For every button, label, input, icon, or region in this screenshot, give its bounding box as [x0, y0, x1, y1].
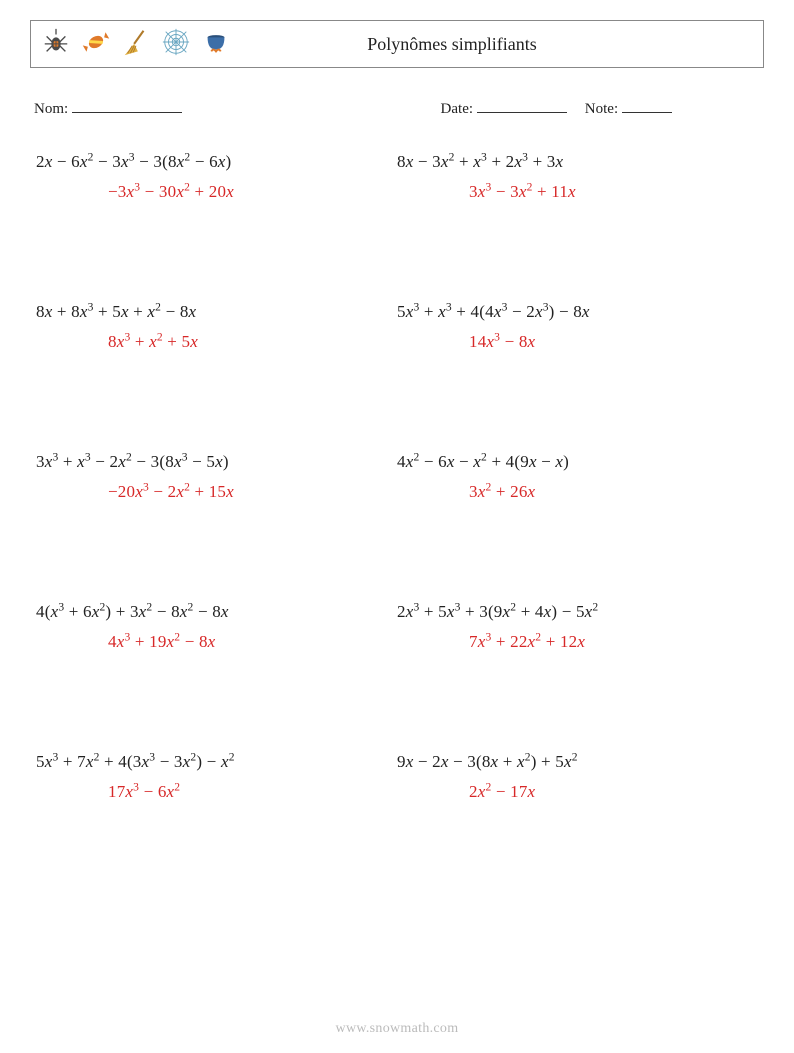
problem: 3x3 + x3 − 2x2 − 3(8x3 − 5x) −20x3 − 2x2 …: [36, 452, 397, 502]
problem: 4(x3 + 6x2) + 3x2 − 8x2 − 8x 4x3 + 19x2 −…: [36, 602, 397, 652]
name-label: Nom:: [34, 101, 68, 117]
problem-row: 2x − 6x2 − 3x3 − 3(8x2 − 6x) −3x3 − 30x2 …: [36, 152, 758, 202]
problem-answer: 17x3 − 6x2: [36, 782, 377, 802]
problem-row: 5x3 + 7x2 + 4(3x3 − 3x2) − x2 17x3 − 6x2 9…: [36, 752, 758, 802]
problem: 2x − 6x2 − 3x3 − 3(8x2 − 6x) −3x3 − 30x2 …: [36, 152, 397, 202]
problem-answer: 14x3 − 8x: [397, 332, 738, 352]
worksheet-page: Polynômes simplifiants Nom: Date: Note: …: [0, 0, 794, 1053]
date-blank[interactable]: [477, 96, 567, 113]
problem-answer: −3x3 − 30x2 + 20x: [36, 182, 377, 202]
problem-answer: 3x3 − 3x2 + 11x: [397, 182, 738, 202]
problem-answer: 3x2 + 26x: [397, 482, 738, 502]
problem-question: 5x3 + 7x2 + 4(3x3 − 3x2) − x2: [36, 752, 377, 772]
problem: 5x3 + x3 + 4(4x3 − 2x3) − 8x 14x3 − 8x: [397, 302, 758, 352]
meta-row: Nom: Date: Note:: [30, 96, 764, 118]
candy-icon: [81, 27, 111, 62]
problem: 2x3 + 5x3 + 3(9x2 + 4x) − 5x2 7x3 + 22x2 …: [397, 602, 758, 652]
note-field: Note:: [585, 96, 672, 118]
problem-answer: 4x3 + 19x2 − 8x: [36, 632, 377, 652]
problem-question: 8x + 8x3 + 5x + x2 − 8x: [36, 302, 377, 322]
date-field: Date:: [441, 96, 567, 118]
problem-question: 2x3 + 5x3 + 3(9x2 + 4x) − 5x2: [397, 602, 738, 622]
problem-answer: 8x3 + x2 + 5x: [36, 332, 377, 352]
header-icons: [41, 27, 231, 62]
date-label: Date:: [441, 101, 473, 117]
broom-icon: [121, 27, 151, 62]
name-field: Nom:: [34, 96, 441, 118]
problem-question: 9x − 2x − 3(8x + x2) + 5x2: [397, 752, 738, 772]
problems-grid: 2x − 6x2 − 3x3 − 3(8x2 − 6x) −3x3 − 30x2 …: [30, 152, 764, 802]
problem-answer: 2x2 − 17x: [397, 782, 738, 802]
header-box: Polynômes simplifiants: [30, 20, 764, 68]
footer-link: www.snowmath.com: [0, 1021, 794, 1037]
problem-question: 4(x3 + 6x2) + 3x2 − 8x2 − 8x: [36, 602, 377, 622]
cauldron-icon: [201, 27, 231, 62]
problem-question: 3x3 + x3 − 2x2 − 3(8x3 − 5x): [36, 452, 377, 472]
problem: 4x2 − 6x − x2 + 4(9x − x) 3x2 + 26x: [397, 452, 758, 502]
note-label: Note:: [585, 101, 618, 117]
problem-row: 8x + 8x3 + 5x + x2 − 8x 8x3 + x2 + 5x 5x3 …: [36, 302, 758, 352]
web-icon: [161, 27, 191, 62]
problem-question: 2x − 6x2 − 3x3 − 3(8x2 − 6x): [36, 152, 377, 172]
problem-answer: −20x3 − 2x2 + 15x: [36, 482, 377, 502]
name-blank[interactable]: [72, 96, 182, 113]
problem-row: 4(x3 + 6x2) + 3x2 − 8x2 − 8x 4x3 + 19x2 −…: [36, 602, 758, 652]
problem: 5x3 + 7x2 + 4(3x3 − 3x2) − x2 17x3 − 6x2: [36, 752, 397, 802]
problem-question: 4x2 − 6x − x2 + 4(9x − x): [397, 452, 738, 472]
problem-question: 8x − 3x2 + x3 + 2x3 + 3x: [397, 152, 738, 172]
problem-question: 5x3 + x3 + 4(4x3 − 2x3) − 8x: [397, 302, 738, 322]
worksheet-title: Polynômes simplifiants: [231, 34, 753, 55]
problem: 8x − 3x2 + x3 + 2x3 + 3x 3x3 − 3x2 + 11x: [397, 152, 758, 202]
spider-icon: [41, 27, 71, 62]
problem: 8x + 8x3 + 5x + x2 − 8x 8x3 + x2 + 5x: [36, 302, 397, 352]
note-blank[interactable]: [622, 96, 672, 113]
problem-row: 3x3 + x3 − 2x2 − 3(8x3 − 5x) −20x3 − 2x2 …: [36, 452, 758, 502]
problem-answer: 7x3 + 22x2 + 12x: [397, 632, 738, 652]
problem: 9x − 2x − 3(8x + x2) + 5x2 2x2 − 17x: [397, 752, 758, 802]
